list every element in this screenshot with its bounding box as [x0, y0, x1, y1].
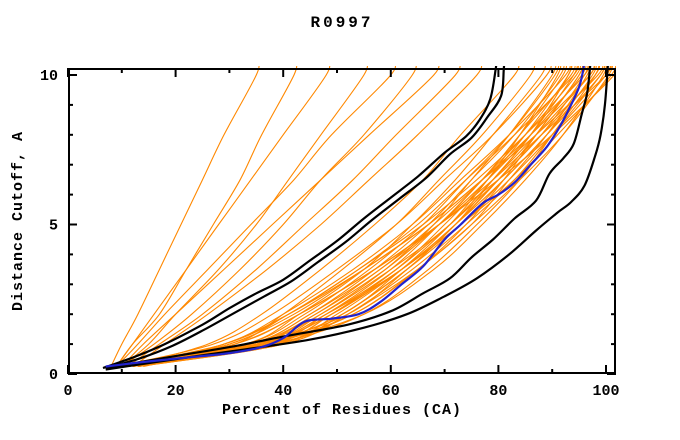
- x-tick-label: 0: [63, 383, 72, 400]
- y-tick-label: 5: [49, 218, 58, 235]
- orange-model-curve: [121, 66, 368, 367]
- orange-model-curve: [110, 66, 260, 367]
- orange-model-curve: [127, 66, 520, 368]
- orange-model-curve: [132, 66, 595, 368]
- axis-tick-labels: 0 20 40 60 80 100 0 5 10: [40, 68, 620, 400]
- plot-curves: [102, 66, 616, 371]
- x-tick-label: 60: [382, 383, 400, 400]
- orange-model-curve: [116, 66, 397, 367]
- orange-model-curve: [121, 66, 589, 368]
- x-tick-label: 80: [489, 383, 507, 400]
- orange-model-curve: [115, 66, 298, 367]
- orange-model-curve: [116, 66, 597, 368]
- orange-model-curve: [143, 66, 536, 368]
- orange-model-curve: [132, 66, 584, 368]
- orange-model-curve: [137, 66, 578, 368]
- orange-model-curve: [126, 66, 461, 367]
- blue-highlight-curve: [105, 66, 585, 368]
- y-axis-label: Distance Cutoff, A: [10, 131, 27, 311]
- black-reference-curve: [105, 66, 609, 371]
- orange-model-curve: [127, 66, 584, 368]
- black-reference-curve: [105, 66, 592, 370]
- orange-model-curve: [132, 66, 604, 368]
- black-reference-curve: [102, 66, 498, 370]
- chart-title: R0997: [310, 14, 373, 32]
- plot-border: [68, 68, 616, 374]
- orange-model-curve: [121, 66, 417, 367]
- x-tick-label: 20: [167, 383, 185, 400]
- y-tick-label: 10: [40, 68, 58, 85]
- orange-model-curve: [132, 66, 483, 367]
- orange-model-curve: [137, 66, 565, 368]
- axis-ticks: [67, 68, 616, 375]
- black-reference-curve: [105, 66, 506, 370]
- x-tick-label: 100: [592, 383, 619, 400]
- orange-model-curve: [132, 66, 612, 368]
- y-tick-label: 0: [49, 367, 58, 384]
- orange-model-curve: [121, 66, 582, 368]
- orange-model-curve: [115, 66, 331, 367]
- x-axis-label: Percent of Residues (CA): [222, 402, 462, 419]
- orange-model-curve: [121, 66, 440, 367]
- plot-frame: [68, 68, 616, 374]
- x-tick-label: 40: [274, 383, 292, 400]
